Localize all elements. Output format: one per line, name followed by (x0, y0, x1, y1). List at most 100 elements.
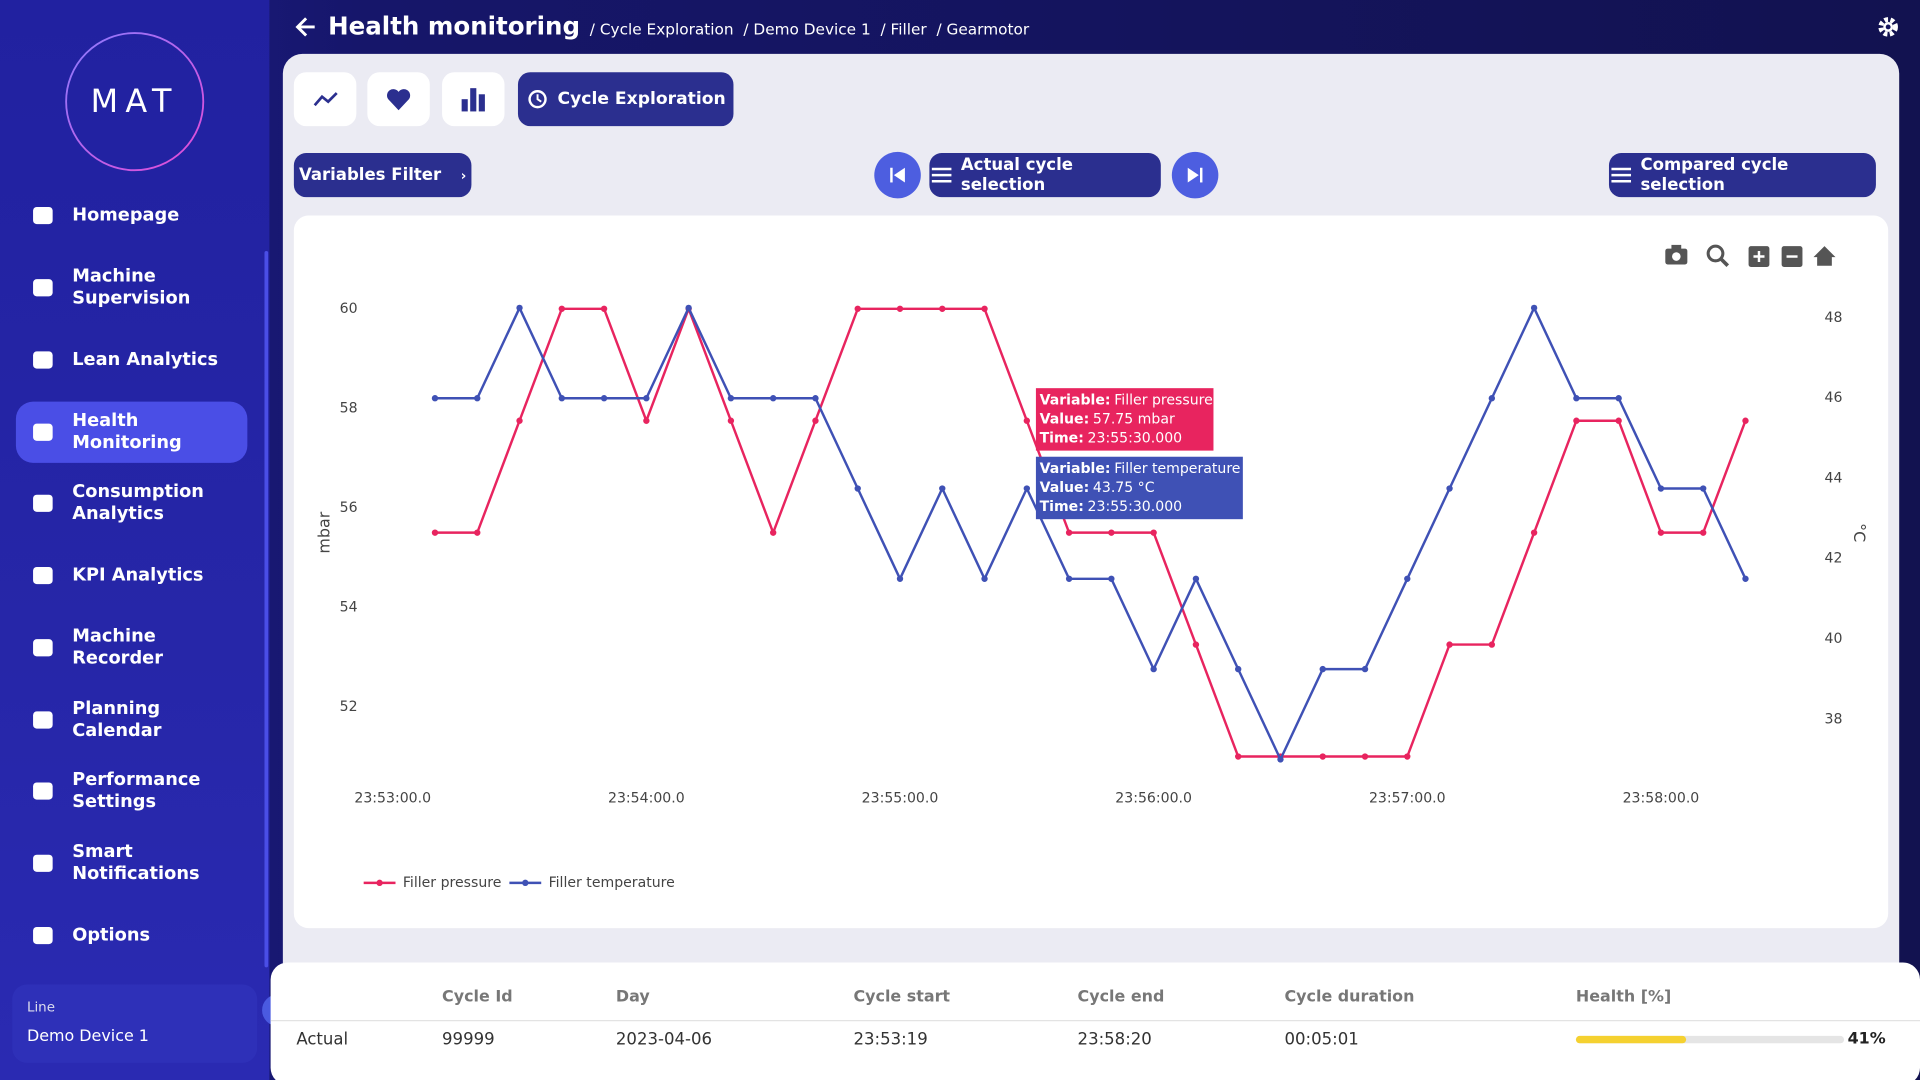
sidebar: MAT Homepage Machine Supervision Lean Anal… (0, 0, 270, 1080)
point (1150, 529, 1157, 536)
x-tick-label: 23:56:00.0 (1115, 790, 1192, 806)
nav-item[interactable]: Homepage (16, 185, 247, 246)
scrollbar (264, 251, 269, 968)
nav-icon (33, 926, 53, 945)
point (1404, 753, 1411, 760)
nav-item[interactable]: Options (16, 905, 247, 966)
tooltip-line: Time: 23:55:30.000 (1040, 499, 1183, 515)
zoom-button[interactable] (1706, 244, 1730, 268)
button-label: Actual cycle selection (960, 155, 1073, 195)
point (854, 305, 861, 312)
point (685, 304, 692, 312)
tab-trend[interactable] (293, 72, 357, 127)
legend-marker (522, 879, 529, 887)
breadcrumb-item[interactable]: / Demo Device 1 (743, 19, 871, 38)
legend-marker (376, 879, 383, 887)
point (1023, 485, 1031, 492)
point (1192, 575, 1200, 582)
settings-icon[interactable] (1876, 15, 1900, 39)
point (643, 395, 650, 402)
previous-cycle[interactable] (874, 151, 921, 199)
point (1192, 641, 1200, 648)
point (643, 417, 650, 424)
tooltip-box (1035, 456, 1243, 520)
tooltip-key: Value: (1040, 480, 1090, 496)
point (1404, 575, 1411, 582)
health-track (1575, 1035, 1845, 1044)
actual-cycle-selection[interactable]: Actual cycle selection (929, 153, 1161, 198)
point (854, 485, 861, 492)
table-cell: 23:53:19 (853, 1029, 928, 1050)
nav-icon (33, 206, 53, 225)
point (1277, 756, 1284, 763)
nav-item[interactable]: Consumption Analytics (16, 473, 247, 534)
camera-button[interactable] (1665, 244, 1688, 265)
point (1657, 485, 1665, 492)
point (939, 485, 946, 492)
variables-filter[interactable]: Variables Filter › (293, 153, 472, 198)
nav-icon (33, 782, 53, 800)
nav-item[interactable]: Lean Analytics (16, 329, 247, 390)
point (1235, 753, 1242, 760)
line-label: Line (26, 999, 56, 1016)
nav-item[interactable]: Smart Notifications (16, 833, 247, 894)
tooltip-line: Variable: Filler temperature (1040, 461, 1241, 477)
table-cell: 23:58:20 (1077, 1029, 1152, 1050)
nav-icon (33, 566, 53, 585)
nav-label: KPI Analytics (72, 565, 204, 586)
point (981, 575, 988, 582)
point (1108, 529, 1115, 536)
point (1488, 641, 1496, 648)
nav-icon (33, 494, 53, 512)
zoom-in-button[interactable] (1748, 246, 1770, 267)
breadcrumb-item[interactable]: / Filler (880, 19, 927, 38)
breadcrumb-item[interactable]: / Gearmotor (936, 19, 1030, 38)
point (558, 395, 565, 402)
tab-bars[interactable] (442, 72, 505, 127)
y2-tick-label: 40 (1824, 631, 1842, 647)
x-tick-label: 23:53:00.0 (354, 790, 431, 806)
point (1742, 575, 1749, 582)
point (1446, 485, 1453, 492)
logo-text: MAT (91, 82, 179, 120)
header: Health monitoring / Cycle Exploration / D… (328, 11, 1029, 40)
nav-item[interactable]: Performance Settings (16, 760, 247, 821)
point (1361, 753, 1369, 760)
next-cycle[interactable] (1171, 151, 1219, 199)
point (1361, 665, 1369, 673)
point (981, 305, 988, 312)
nav-icon (33, 854, 53, 872)
nav-item[interactable]: Planning Calendar (16, 689, 247, 750)
point (516, 304, 523, 312)
point (431, 529, 439, 536)
nav-item[interactable]: Machine Supervision (16, 257, 247, 318)
line-value: Demo Device 1 (26, 1027, 149, 1046)
legend-label: Filler temperature (549, 875, 675, 891)
point (1615, 417, 1622, 424)
tooltip-key: Value: (1040, 411, 1090, 427)
tooltip-value: 43.75 °C (1093, 480, 1155, 496)
reset-button[interactable] (1813, 246, 1836, 266)
tab-label: Cycle Exploration (557, 89, 726, 109)
tab-health[interactable] (367, 72, 430, 127)
back-arrow[interactable] (294, 15, 318, 39)
column-header: Cycle Id (442, 988, 513, 1007)
chart: 52 54 56 58 60 38 40 42 44 46 48 23:53:00.0 23:54:00… (314, 244, 1869, 891)
tooltip-value: Filler pressure (1114, 392, 1213, 408)
nav-icon (33, 279, 53, 297)
point (1235, 665, 1242, 673)
nav-item[interactable]: Health Monitoring (15, 401, 248, 463)
series-line (434, 305, 1747, 758)
page-title: Health monitoring (328, 11, 581, 41)
tooltip-line: Variable: Filler pressure (1040, 392, 1213, 408)
button-label: Compared cycle selection (1640, 155, 1789, 195)
nav-item[interactable]: Machine Recorder (16, 617, 247, 678)
point (1530, 304, 1538, 312)
column-header: Cycle start (853, 988, 951, 1007)
breadcrumb-item[interactable]: / Cycle Exploration (589, 19, 734, 38)
nav-item[interactable]: KPI Analytics (16, 545, 247, 606)
compared-cycle-selection[interactable]: Compared cycle selection (1608, 153, 1876, 198)
zoom-out-button[interactable] (1781, 246, 1803, 267)
tab-cycle-exploration[interactable]: Cycle Exploration (517, 72, 734, 127)
point (516, 417, 523, 424)
